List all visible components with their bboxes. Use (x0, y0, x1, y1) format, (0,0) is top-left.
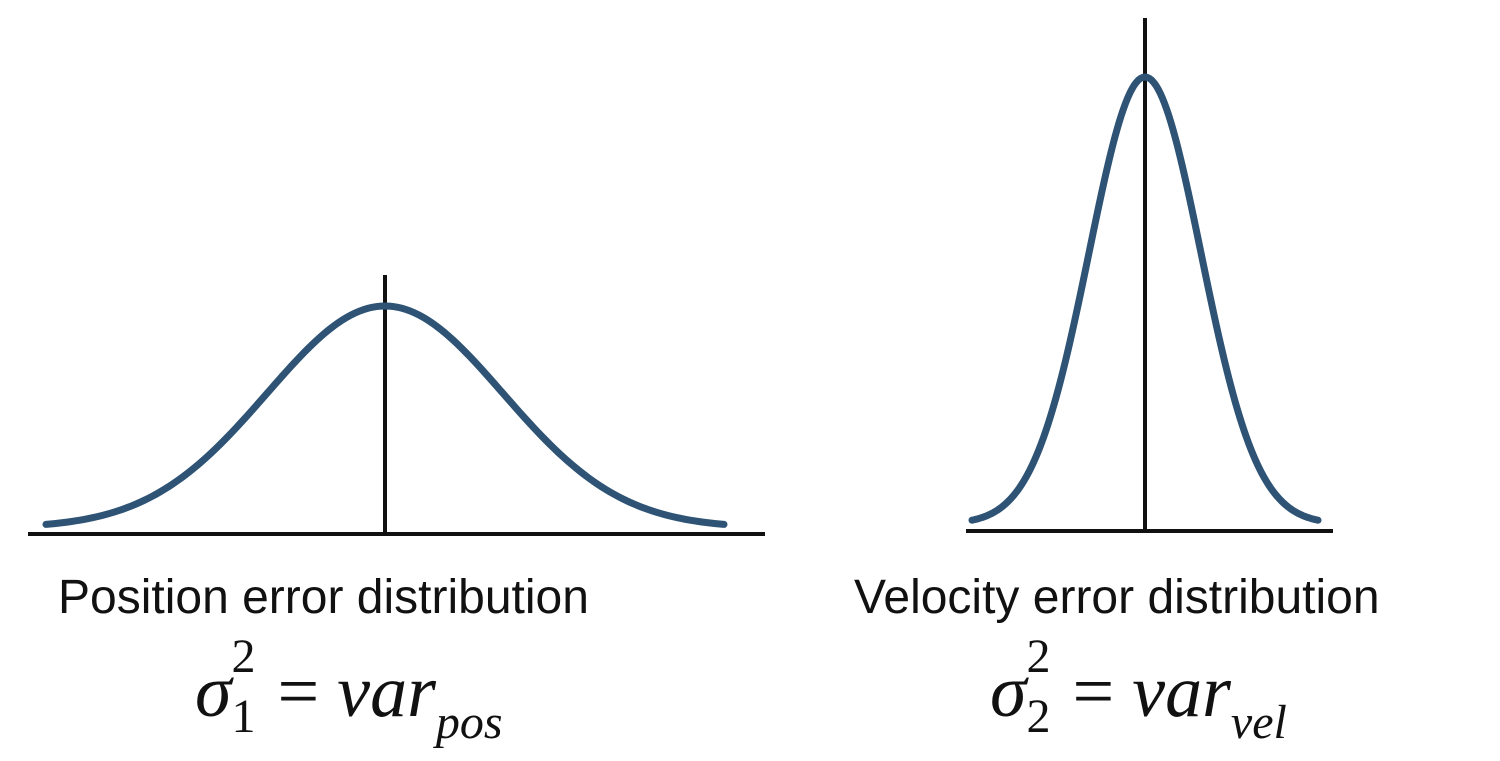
sigma-power: 2 (1026, 630, 1051, 683)
equals-sign: = (1072, 651, 1115, 733)
velocity-variance-formula: σ 2 2 = varvel (990, 633, 1287, 747)
position-error-plot (28, 275, 765, 536)
equals-sign: = (277, 651, 320, 733)
position-caption: Position error distribution (58, 571, 589, 624)
velocity-error-panel: Velocity error distribution σ 2 2 = varvel (854, 0, 1500, 761)
sigma-index: 1 (231, 690, 256, 743)
var-label: var (337, 651, 436, 733)
position-error-panel: Position error distribution σ 2 1 = varpos (28, 275, 765, 747)
sigma-index: 2 (1026, 690, 1051, 743)
sigma-power: 2 (231, 630, 256, 683)
velocity-gaussian-curve (968, 73, 1322, 524)
position-variance-formula: σ 2 1 = varpos (195, 633, 503, 747)
velocity-caption: Velocity error distribution (854, 571, 1380, 624)
var-label: var (1132, 651, 1231, 733)
var-subscript: pos (435, 696, 503, 749)
sigma-symbol: σ (990, 651, 1027, 733)
position-gaussian-curve (42, 302, 728, 528)
var-subscript: vel (1230, 696, 1287, 749)
velocity-error-plot (966, 18, 1333, 533)
sigma-symbol: σ (195, 651, 232, 733)
